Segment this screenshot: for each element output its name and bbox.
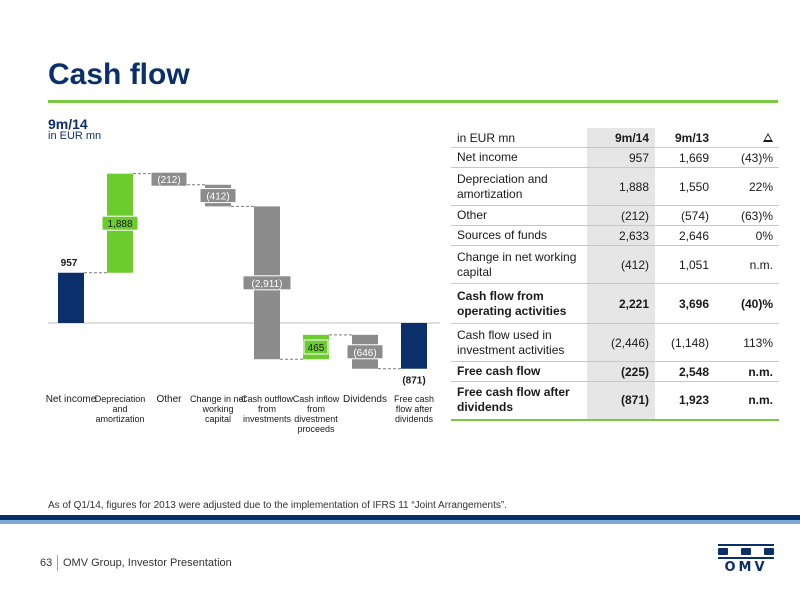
cell-9m14: 957 [587, 147, 655, 168]
cell-9m13: 1,051 [655, 245, 715, 284]
category-label: Depreciation and amortization [95, 394, 146, 424]
row-label: Other [451, 205, 587, 226]
delta-icon [763, 132, 773, 142]
footer-separator [57, 555, 58, 571]
cell-9m13: (1,148) [655, 323, 715, 362]
table-row: Depreciation and amortization 1,888 1,55… [451, 167, 779, 206]
cell-delta: 0% [715, 225, 779, 246]
data-label-box [346, 344, 384, 360]
table-header-row: in EUR mn 9m/14 9m/13 [451, 128, 779, 148]
data-label: (212) [157, 175, 180, 186]
cell-9m13: 1,923 [655, 381, 715, 421]
table-row: Free cash flow (225) 2,548 n.m. [451, 361, 779, 382]
cell-9m13: 1,550 [655, 167, 715, 206]
cell-delta: 22% [715, 167, 779, 206]
cell-9m14: (412) [587, 245, 655, 284]
row-label: Free cash flow [451, 361, 587, 382]
row-label: Cash flow from operating activities [451, 283, 587, 324]
cell-9m14: 1,888 [587, 167, 655, 206]
cell-9m14: (212) [587, 205, 655, 226]
waterfall-chart: 957 Net income 1,888 Depreciation and amortiz… [46, 171, 440, 434]
logo-bar [718, 544, 774, 546]
waterfall-bar [401, 323, 427, 369]
data-label: (2,911) [252, 279, 283, 290]
row-label: Change in net working capital [451, 245, 587, 284]
row-label: Cash flow used in investment activities [451, 323, 587, 362]
row-label: Free cash flow after dividends [451, 381, 587, 421]
cash-flow-table: in EUR mn 9m/14 9m/13 Net income 957 1,6… [451, 128, 779, 421]
table-row: Cash flow used in investment activities … [451, 323, 779, 362]
chart-title: 9m/14 [48, 116, 88, 132]
footer-text: OMV Group, Investor Presentation [63, 557, 232, 569]
data-label-box [242, 275, 292, 291]
cell-9m13: 2,646 [655, 225, 715, 246]
cell-delta: (43)% [715, 147, 779, 168]
cell-9m14: 2,633 [587, 225, 655, 246]
cell-9m14: (225) [587, 361, 655, 382]
cell-delta: 113% [715, 323, 779, 362]
category-label: Other [156, 394, 182, 405]
data-label-box [303, 339, 329, 355]
cell-9m13: (574) [655, 205, 715, 226]
footer-band-dark [0, 515, 800, 520]
row-label: Sources of funds [451, 225, 587, 246]
table-unit-label: in EUR mn [451, 128, 587, 148]
category-label: Cash outflow from investments [241, 394, 294, 424]
table-row: Cash flow from operating activities 2,22… [451, 283, 779, 324]
logo-text: OMV [724, 560, 768, 575]
title-rule [48, 100, 778, 103]
data-label: 465 [308, 343, 325, 354]
footer-band-light [0, 520, 800, 524]
data-label: (412) [206, 192, 229, 203]
category-label: Change in net working capital [190, 394, 247, 424]
cell-9m13: 3,696 [655, 283, 715, 324]
cell-delta: n.m. [715, 361, 779, 382]
table-row: Change in net working capital (412) 1,05… [451, 245, 779, 284]
category-label: Free cash flow after dividends [394, 394, 434, 424]
logo-emblem [718, 548, 774, 555]
cell-delta: (63)% [715, 205, 779, 226]
page-number: 63 [40, 557, 53, 569]
table-header-9m14: 9m/14 [587, 128, 655, 148]
table-row: Sources of funds 2,633 2,646 0% [451, 225, 779, 246]
cell-9m14: (2,446) [587, 323, 655, 362]
data-label-box [150, 171, 188, 187]
cell-delta: n.m. [715, 381, 779, 421]
table-row: Net income 957 1,669 (43)% [451, 147, 779, 168]
cell-9m14: 2,221 [587, 283, 655, 324]
data-label: 1,888 [107, 219, 132, 230]
waterfall-bar [58, 272, 84, 323]
data-label-box [199, 188, 237, 204]
chart-subtitle: in EUR mn [48, 130, 102, 142]
category-label: Net income [46, 394, 97, 405]
data-label-box [101, 215, 139, 231]
page-title: Cash flow [48, 58, 190, 91]
category-label: Dividends [343, 394, 387, 405]
table-row: Other (212) (574) (63)% [451, 205, 779, 226]
logo-bar [718, 557, 774, 559]
cell-9m13: 1,669 [655, 147, 715, 168]
table-row: Free cash flow after dividends (871) 1,9… [451, 381, 779, 421]
cell-delta: (40)% [715, 283, 779, 324]
category-label: Cash inflow from divestment proceeds [293, 394, 340, 434]
cell-delta: n.m. [715, 245, 779, 284]
footnote: As of Q1/14, figures for 2013 were adjus… [48, 500, 507, 511]
data-label: (646) [353, 348, 376, 359]
table-header-delta [715, 128, 779, 148]
omv-logo: OMV [718, 543, 774, 575]
row-label: Net income [451, 147, 587, 168]
data-label: 957 [61, 258, 78, 269]
cell-9m13: 2,548 [655, 361, 715, 382]
table-header-9m13: 9m/13 [655, 128, 715, 148]
row-label: Depreciation and amortization [451, 167, 587, 206]
data-label: (871) [402, 376, 425, 387]
cell-9m14: (871) [587, 381, 655, 421]
